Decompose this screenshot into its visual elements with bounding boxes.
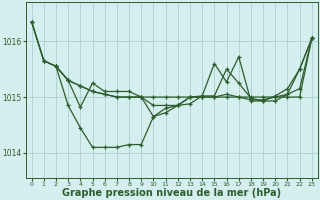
X-axis label: Graphe pression niveau de la mer (hPa): Graphe pression niveau de la mer (hPa) [62,188,281,198]
